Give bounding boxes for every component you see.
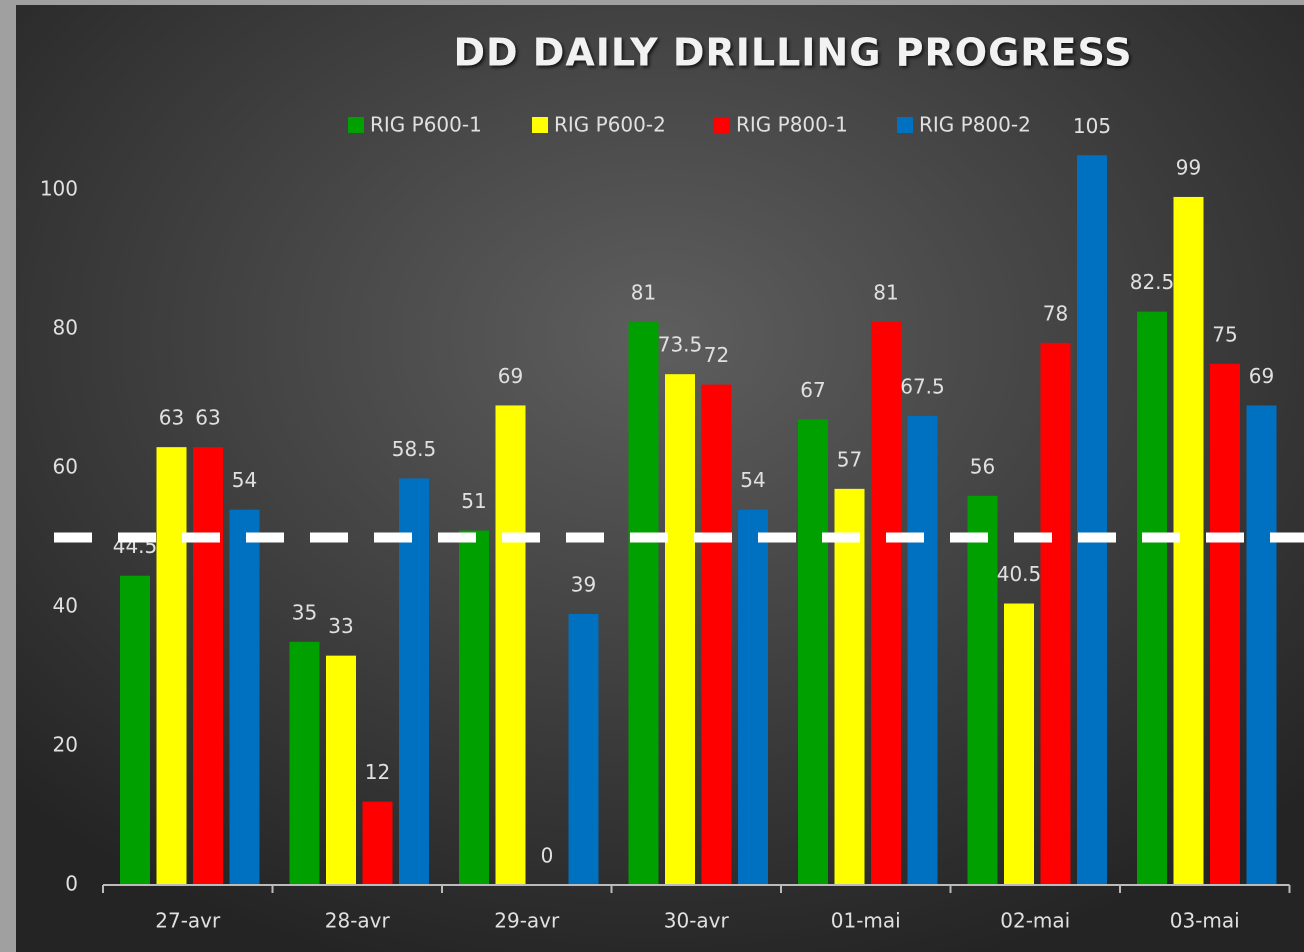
data-label: 12 [365,760,390,784]
data-label: 51 [461,489,486,513]
data-label: 81 [631,281,656,305]
y-tick-label: 100 [40,177,78,201]
bar [907,415,938,885]
bar [1246,405,1277,885]
legend-swatch [714,117,730,133]
legend-swatch [897,117,913,133]
x-tick-label: 30-avr [664,909,730,933]
x-tick-label: 03-mai [1170,909,1240,933]
bar [362,801,393,885]
data-label: 0 [541,844,554,868]
data-label: 72 [704,343,729,367]
bar [1077,155,1107,885]
bar [459,530,489,885]
data-label: 56 [970,454,995,478]
bar [1004,603,1034,885]
bar [665,374,695,885]
data-label: 105 [1073,114,1111,138]
x-tick-label: 02-mai [1000,909,1070,933]
bar [568,613,599,885]
y-tick-label: 20 [53,733,78,757]
bar [229,509,260,885]
data-label: 54 [232,468,257,492]
bar [326,655,356,885]
x-tick-label: 28-avr [325,909,391,933]
bar [834,488,865,885]
y-tick-label: 40 [53,594,78,618]
data-label: 69 [1249,364,1274,388]
bar [120,575,150,885]
data-label: 54 [740,468,765,492]
bar [1040,342,1071,885]
data-label: 57 [837,447,862,471]
bar [701,384,732,885]
chart-title: DD DAILY DRILLING PROGRESS [453,31,1132,75]
bar [871,322,901,885]
data-label: 73.5 [658,333,703,357]
y-tick-label: 0 [65,872,78,896]
data-label: 39 [571,572,596,596]
bar [628,322,659,885]
y-tick-label: 80 [53,316,78,340]
y-tick-label: 60 [53,455,78,479]
bar [967,495,998,885]
x-tick-label: 29-avr [494,909,560,933]
data-label: 81 [873,281,898,305]
legend-swatch [348,117,364,133]
bar [289,641,320,885]
bar [1137,311,1167,885]
bar [193,447,223,885]
legend-label: RIG P600-1 [370,113,482,137]
bar [156,447,187,885]
data-label: 75 [1212,322,1237,346]
bar [738,509,768,885]
data-label: 35 [292,600,317,624]
data-label: 58.5 [392,437,437,461]
bar [1210,363,1240,885]
legend-label: RIG P600-2 [554,113,666,137]
legend-swatch [532,117,548,133]
data-label: 63 [195,406,220,430]
bar [798,419,828,885]
data-label: 67.5 [900,374,945,398]
x-tick-label: 27-avr [155,909,221,933]
data-label: 99 [1176,155,1201,179]
data-label: 63 [159,406,184,430]
data-label: 82.5 [1130,270,1175,294]
data-label: 40.5 [997,562,1042,586]
data-label: 69 [498,364,523,388]
data-label: 78 [1043,301,1068,325]
legend-label: RIG P800-2 [919,113,1031,137]
data-label: 67 [800,378,825,402]
bar [399,478,429,885]
legend-label: RIG P800-1 [736,113,848,137]
bar [495,405,526,885]
data-label: 33 [328,614,353,638]
x-tick-label: 01-mai [831,909,901,933]
